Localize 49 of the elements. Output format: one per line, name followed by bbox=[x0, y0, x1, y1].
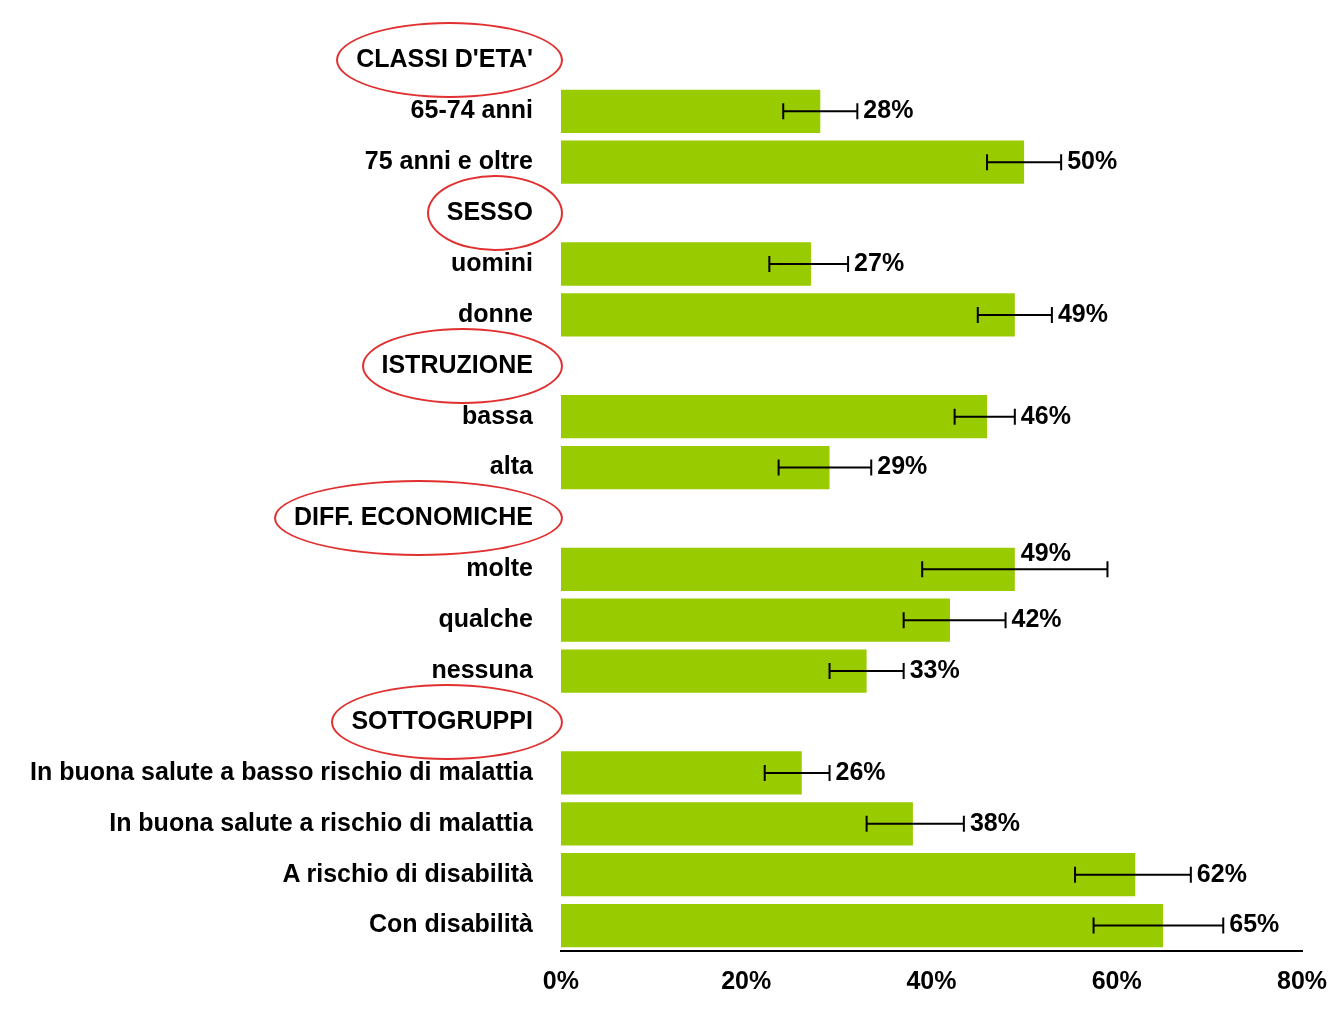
bar bbox=[560, 242, 812, 286]
x-tick-label: 0% bbox=[542, 965, 579, 994]
data-label: 65% bbox=[1229, 909, 1280, 938]
data-label: 27% bbox=[854, 247, 905, 276]
bar bbox=[560, 649, 867, 693]
x-tick-label: 20% bbox=[721, 965, 772, 994]
y-tick-label: qualche bbox=[438, 604, 533, 633]
y-tick-label: molte bbox=[466, 553, 533, 582]
bar bbox=[560, 598, 950, 642]
y-tick-label: uomini bbox=[450, 247, 533, 276]
y-tick-label: SOTTOGRUPPI bbox=[351, 705, 533, 734]
y-tick-label: bassa bbox=[462, 400, 534, 429]
y-tick-label: donne bbox=[457, 298, 533, 327]
data-label: 50% bbox=[1067, 146, 1118, 175]
y-tick-label: alta bbox=[489, 451, 534, 480]
y-tick-label: In buona salute a basso rischio di malattia bbox=[30, 756, 534, 785]
y-tick-label: SESSO bbox=[446, 197, 533, 225]
bar bbox=[560, 445, 830, 490]
y-tick-label: CLASSI D'ETA' bbox=[356, 44, 533, 73]
data-label: 26% bbox=[835, 756, 886, 785]
bar bbox=[560, 140, 1025, 184]
y-tick-label: 75 anni e oltre bbox=[364, 146, 533, 175]
bar bbox=[560, 903, 1164, 948]
bar bbox=[560, 853, 1136, 897]
data-label: 46% bbox=[1020, 400, 1071, 429]
bar bbox=[560, 293, 1015, 337]
y-tick-label: nessuna bbox=[431, 655, 534, 683]
y-tick-label: A rischio di disabilità bbox=[282, 858, 533, 887]
bar bbox=[560, 89, 821, 133]
x-tick-label: 80% bbox=[1276, 965, 1328, 994]
data-label: 38% bbox=[969, 807, 1020, 836]
data-label: 28% bbox=[863, 95, 914, 124]
y-tick-label: ISTRUZIONE bbox=[381, 349, 533, 378]
data-label: 49% bbox=[1020, 537, 1071, 566]
bar bbox=[560, 802, 913, 846]
data-label: 42% bbox=[1011, 604, 1062, 633]
data-label: 33% bbox=[909, 655, 960, 683]
data-label: 29% bbox=[877, 451, 928, 480]
bar bbox=[560, 547, 1015, 591]
data-label: 62% bbox=[1196, 858, 1247, 887]
bar bbox=[560, 751, 802, 795]
y-tick-label: In buona salute a rischio di malattia bbox=[109, 807, 534, 836]
bar bbox=[560, 395, 988, 439]
y-tick-label: Con disabilità bbox=[369, 909, 533, 938]
data-label: 49% bbox=[1057, 298, 1108, 327]
y-tick-label: 65-74 anni bbox=[410, 95, 533, 124]
y-tick-label: DIFF. ECONOMICHE bbox=[294, 502, 533, 531]
x-tick-label: 60% bbox=[1091, 965, 1142, 994]
x-tick-label: 40% bbox=[906, 965, 957, 994]
